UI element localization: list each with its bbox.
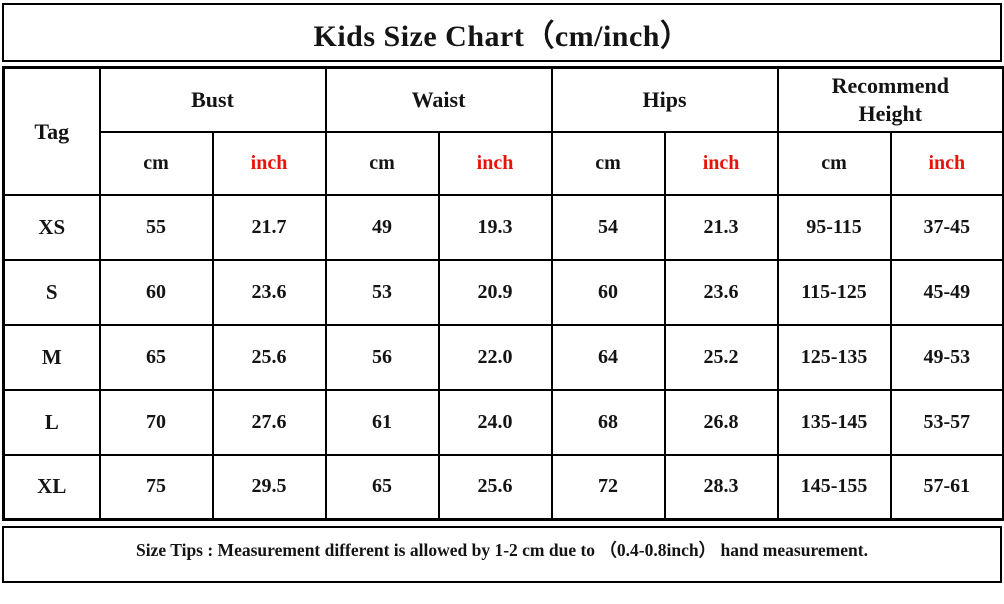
header-waist-label: Waist bbox=[411, 87, 466, 112]
bust-inch-value: 21.7 bbox=[211, 193, 327, 261]
hips-cm-value: 54 bbox=[550, 193, 666, 261]
bust-cm-value: 60 bbox=[98, 258, 214, 326]
hips-cm-value: 72 bbox=[550, 453, 666, 521]
header-bust: Bust bbox=[98, 66, 327, 133]
height-cm-value: 115-125 bbox=[776, 258, 892, 326]
height-cm-value: 95-115 bbox=[776, 193, 892, 261]
bust-inch-value: 23.6 bbox=[211, 258, 327, 326]
header-bust-label: Bust bbox=[191, 87, 234, 112]
hips-cm-value: 64 bbox=[550, 323, 666, 391]
bust-cm-value: 55 bbox=[98, 193, 214, 261]
waist-inch-value: 25.6 bbox=[437, 453, 553, 521]
header-recommend-height: Recommend Height bbox=[776, 66, 1004, 133]
hips-inch-value: 25.2 bbox=[663, 323, 779, 391]
hips-cm-value: 68 bbox=[550, 388, 666, 456]
bust-inch-value: 29.5 bbox=[211, 453, 327, 521]
bust-cm-value: 75 bbox=[98, 453, 214, 521]
header-hips-label: Hips bbox=[642, 87, 687, 112]
size-tips-text: Size Tips : Measurement different is all… bbox=[136, 540, 868, 560]
tag-label: M bbox=[2, 323, 101, 391]
table-row-s: S 60 23.6 53 20.9 60 23.6 115-125 45-49 bbox=[2, 258, 1004, 326]
size-table: Tag Bust Waist Hips Recommend Height cm … bbox=[2, 66, 1004, 521]
tag-label: XL bbox=[2, 453, 101, 521]
hips-inch-value: 28.3 bbox=[663, 453, 779, 521]
bust-inch-value: 27.6 bbox=[211, 388, 327, 456]
chart-title-box: Kids Size Chart（cm/inch） bbox=[2, 3, 1002, 62]
header-recommend-height-label: Recommend Height bbox=[831, 73, 949, 126]
tag-label: XS bbox=[2, 193, 101, 261]
unit-height-cm: cm bbox=[776, 130, 892, 196]
waist-cm-value: 56 bbox=[324, 323, 440, 391]
unit-hips-cm: cm bbox=[550, 130, 666, 196]
waist-inch-value: 24.0 bbox=[437, 388, 553, 456]
height-cm-value: 135-145 bbox=[776, 388, 892, 456]
waist-cm-value: 65 bbox=[324, 453, 440, 521]
height-inch-value: 49-53 bbox=[889, 323, 1004, 391]
table-row-xs: XS 55 21.7 49 19.3 54 21.3 95-115 37-45 bbox=[2, 193, 1004, 261]
table-row-l: L 70 27.6 61 24.0 68 26.8 135-145 53-57 bbox=[2, 388, 1004, 456]
waist-inch-value: 19.3 bbox=[437, 193, 553, 261]
header-waist: Waist bbox=[324, 66, 553, 133]
height-inch-value: 57-61 bbox=[889, 453, 1004, 521]
tag-label: S bbox=[2, 258, 101, 326]
table-row-xl: XL 75 29.5 65 25.6 72 28.3 145-155 57-61 bbox=[2, 453, 1004, 521]
waist-cm-value: 53 bbox=[324, 258, 440, 326]
height-inch-value: 53-57 bbox=[889, 388, 1004, 456]
height-cm-value: 145-155 bbox=[776, 453, 892, 521]
waist-inch-value: 20.9 bbox=[437, 258, 553, 326]
table-header-group-row: Tag Bust Waist Hips Recommend Height bbox=[2, 66, 1004, 196]
hips-inch-value: 23.6 bbox=[663, 258, 779, 326]
unit-waist-inch: inch bbox=[437, 130, 553, 196]
waist-inch-value: 22.0 bbox=[437, 323, 553, 391]
header-hips: Hips bbox=[550, 66, 779, 133]
unit-waist-cm: cm bbox=[324, 130, 440, 196]
bust-inch-value: 25.6 bbox=[211, 323, 327, 391]
hips-inch-value: 26.8 bbox=[663, 388, 779, 456]
unit-bust-cm: cm bbox=[98, 130, 214, 196]
bust-cm-value: 70 bbox=[98, 388, 214, 456]
waist-cm-value: 49 bbox=[324, 193, 440, 261]
hips-cm-value: 60 bbox=[550, 258, 666, 326]
waist-cm-value: 61 bbox=[324, 388, 440, 456]
unit-height-inch: inch bbox=[889, 130, 1004, 196]
unit-bust-inch: inch bbox=[211, 130, 327, 196]
height-cm-value: 125-135 bbox=[776, 323, 892, 391]
height-inch-value: 37-45 bbox=[889, 193, 1004, 261]
table-header-unit-row: cm inch cm inch cm inch cm inch bbox=[4, 130, 1004, 196]
table-row-m: M 65 25.6 56 22.0 64 25.2 125-135 49-53 bbox=[2, 323, 1004, 391]
unit-hips-inch: inch bbox=[663, 130, 779, 196]
tag-label: L bbox=[2, 388, 101, 456]
size-tips-box: Size Tips : Measurement different is all… bbox=[2, 526, 1002, 583]
header-tag: Tag bbox=[2, 66, 101, 196]
bust-cm-value: 65 bbox=[98, 323, 214, 391]
page-title: Kids Size Chart（cm/inch） bbox=[313, 19, 691, 53]
height-inch-value: 45-49 bbox=[889, 258, 1004, 326]
hips-inch-value: 21.3 bbox=[663, 193, 779, 261]
